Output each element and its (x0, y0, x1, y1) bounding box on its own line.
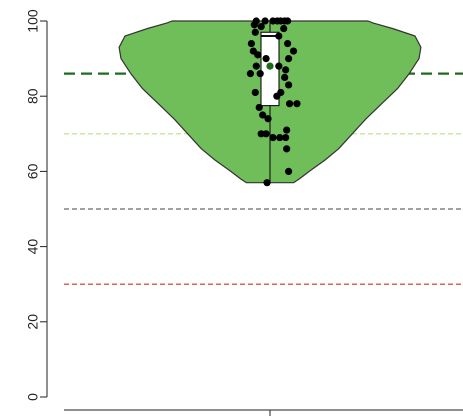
data-point (256, 70, 264, 78)
data-point (269, 133, 277, 142)
y-tick-label: 40 (25, 239, 41, 255)
data-point (283, 126, 291, 134)
data-point (262, 55, 270, 63)
y-tick-label: 80 (25, 88, 41, 104)
data-point (293, 100, 301, 108)
data-point (257, 130, 265, 138)
data-point (281, 73, 289, 81)
data-point (276, 133, 284, 142)
y-tick-label: 60 (25, 163, 41, 179)
data-point (252, 62, 260, 70)
data-point (286, 100, 294, 108)
y-tick-label: 20 (25, 314, 41, 330)
data-point (261, 17, 269, 25)
data-point (284, 39, 292, 48)
data-point (255, 103, 263, 112)
y-axis: 0 20 40 60 80 100 (25, 9, 48, 401)
data-point (284, 17, 292, 25)
data-point (282, 133, 290, 142)
data-point (247, 39, 255, 48)
data-point (273, 92, 281, 100)
data-point (246, 70, 254, 78)
data-point (282, 66, 290, 74)
y-tick-label: 0 (25, 393, 41, 401)
data-point (275, 62, 283, 70)
data-point (285, 81, 293, 89)
data-point (280, 24, 288, 33)
data-point (257, 23, 265, 31)
y-tick-label: 100 (25, 9, 41, 33)
mean-point (266, 62, 274, 70)
data-point (285, 55, 293, 63)
data-point (275, 32, 283, 40)
data-point (289, 47, 298, 55)
data-point (251, 28, 259, 36)
data-point (264, 115, 272, 123)
data-point (250, 21, 258, 29)
data-point (251, 88, 259, 97)
data-point (283, 145, 291, 153)
data-point (254, 51, 262, 59)
data-point (259, 111, 267, 119)
data-point (263, 179, 271, 187)
data-point (285, 167, 293, 175)
data-points (246, 17, 301, 187)
x-axis (64, 409, 463, 416)
